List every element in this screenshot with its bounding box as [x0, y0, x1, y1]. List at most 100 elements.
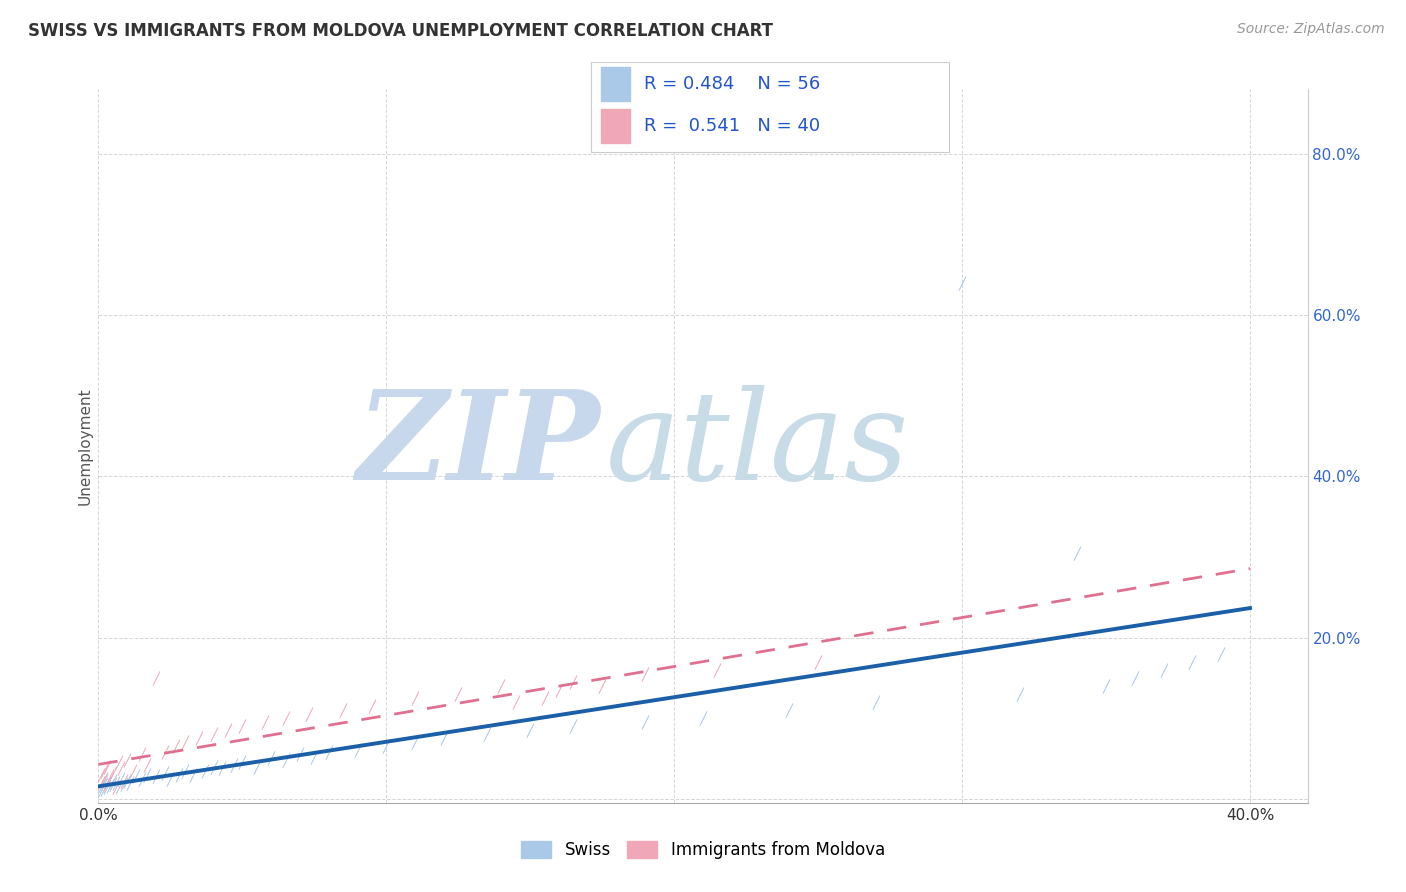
Text: atlas: atlas: [606, 385, 910, 507]
Point: [297, 707, 319, 722]
Point: [950, 276, 973, 290]
Point: [222, 758, 245, 772]
Point: [447, 687, 470, 701]
Point: [304, 749, 326, 764]
Point: [90, 775, 112, 789]
Point: [136, 758, 159, 772]
Point: [93, 782, 115, 797]
Point: [115, 774, 138, 789]
Point: [112, 774, 135, 789]
Point: [136, 767, 159, 781]
Point: [706, 663, 728, 677]
Point: [101, 774, 124, 789]
Point: [145, 671, 167, 685]
Point: [153, 745, 176, 759]
Point: [475, 727, 498, 741]
Point: [346, 743, 368, 757]
Point: [562, 719, 585, 733]
Text: R = 0.484    N = 56: R = 0.484 N = 56: [644, 75, 821, 93]
Point: [807, 655, 830, 669]
Text: R =  0.541   N = 40: R = 0.541 N = 40: [644, 117, 821, 135]
Point: [110, 761, 132, 775]
Point: [211, 761, 233, 775]
Point: [548, 682, 571, 697]
Point: [505, 695, 527, 709]
Point: [159, 772, 181, 786]
Point: [231, 719, 253, 733]
Point: [107, 780, 129, 794]
Point: [1181, 655, 1204, 669]
Point: [519, 723, 541, 738]
Point: [93, 764, 115, 778]
Point: [93, 772, 115, 786]
Point: [104, 775, 127, 789]
Text: Source: ZipAtlas.com: Source: ZipAtlas.com: [1237, 22, 1385, 37]
Point: [194, 764, 217, 778]
Point: [491, 679, 513, 693]
Point: [90, 780, 112, 794]
Text: SWISS VS IMMIGRANTS FROM MOLDOVA UNEMPLOYMENT CORRELATION CHART: SWISS VS IMMIGRANTS FROM MOLDOVA UNEMPLO…: [28, 22, 773, 40]
Point: [131, 772, 153, 786]
Point: [167, 767, 190, 781]
Point: [104, 780, 127, 794]
Point: [90, 783, 112, 797]
Point: [120, 775, 142, 789]
Point: [173, 735, 195, 749]
Point: [165, 739, 187, 754]
Point: [96, 759, 118, 773]
Point: [1008, 687, 1031, 701]
Point: [562, 674, 585, 689]
Point: [404, 690, 426, 705]
Point: [778, 703, 800, 717]
Point: [98, 769, 121, 783]
Point: [98, 779, 121, 793]
Point: [634, 666, 657, 681]
Point: [115, 753, 138, 767]
Point: [246, 759, 269, 773]
Bar: [602, 109, 630, 143]
Point: [361, 699, 384, 714]
Point: [145, 769, 167, 783]
Point: [865, 695, 887, 709]
Point: [634, 715, 657, 730]
Point: [153, 766, 176, 780]
Point: [254, 715, 277, 730]
Point: [131, 747, 153, 762]
Point: [112, 777, 135, 791]
Point: [533, 690, 555, 705]
Point: [90, 767, 112, 781]
Point: [93, 774, 115, 789]
Point: [591, 679, 613, 693]
Point: [692, 711, 714, 725]
Point: [1123, 671, 1146, 685]
Point: [217, 723, 239, 738]
Point: [96, 775, 118, 789]
Point: [318, 745, 340, 759]
Point: [93, 777, 115, 791]
Point: [96, 780, 118, 795]
Point: [125, 769, 148, 783]
Point: [101, 766, 124, 780]
Point: [107, 756, 129, 770]
Point: [183, 767, 205, 781]
Point: [274, 753, 297, 767]
Point: [202, 727, 225, 741]
Point: [274, 711, 297, 725]
Point: [110, 772, 132, 786]
Point: [260, 751, 283, 765]
Point: [288, 747, 311, 762]
Point: [101, 777, 124, 791]
Point: [1211, 647, 1233, 661]
Legend: Swiss, Immigrants from Moldova: Swiss, Immigrants from Moldova: [515, 834, 891, 866]
Point: [188, 731, 211, 746]
Point: [433, 731, 456, 746]
Point: [96, 777, 118, 791]
Point: [1153, 663, 1175, 677]
Y-axis label: Unemployment: Unemployment: [77, 387, 93, 505]
Text: ZIP: ZIP: [357, 385, 600, 507]
Point: [231, 756, 253, 770]
Point: [173, 764, 195, 778]
Point: [404, 735, 426, 749]
Point: [1095, 679, 1118, 693]
Point: [202, 759, 225, 773]
